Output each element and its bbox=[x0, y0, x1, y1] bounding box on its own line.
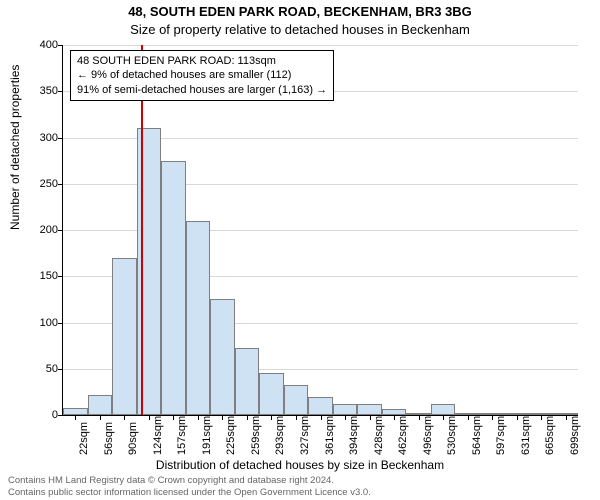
ytick-label: 100 bbox=[28, 317, 58, 329]
xtick-mark bbox=[124, 415, 125, 420]
xtick-label: 327sqm bbox=[299, 416, 311, 455]
annotation-line: 48 SOUTH EDEN PARK ROAD: 113sqm bbox=[77, 54, 327, 68]
annotation-line: 91% of semi-detached houses are larger (… bbox=[77, 83, 327, 97]
xtick-label: 56sqm bbox=[103, 422, 115, 455]
histogram-bar bbox=[308, 397, 333, 416]
histogram-bar bbox=[357, 404, 382, 415]
xtick-mark bbox=[419, 415, 420, 420]
histogram-bar bbox=[259, 373, 284, 415]
xtick-mark bbox=[468, 415, 469, 420]
histogram-bar bbox=[431, 404, 456, 415]
xtick-label: 22sqm bbox=[78, 422, 90, 455]
footer-line2: Contains public sector information licen… bbox=[8, 487, 371, 498]
xtick-mark bbox=[75, 415, 76, 420]
ytick-mark bbox=[58, 323, 63, 324]
ytick-mark bbox=[58, 230, 63, 231]
xtick-mark bbox=[247, 415, 248, 420]
ytick-mark bbox=[58, 276, 63, 277]
ytick-mark bbox=[58, 415, 63, 416]
xtick-label: 699sqm bbox=[569, 416, 581, 455]
ytick-label: 200 bbox=[28, 224, 58, 236]
chart-title-main: 48, SOUTH EDEN PARK ROAD, BECKENHAM, BR3… bbox=[0, 4, 600, 19]
xtick-label: 631sqm bbox=[520, 416, 532, 455]
xtick-mark bbox=[149, 415, 150, 420]
xtick-label: 259sqm bbox=[250, 416, 262, 455]
xtick-mark bbox=[296, 415, 297, 420]
xtick-mark bbox=[100, 415, 101, 420]
xtick-label: 428sqm bbox=[373, 416, 385, 455]
xtick-label: 564sqm bbox=[471, 416, 483, 455]
xtick-mark bbox=[492, 415, 493, 420]
xtick-mark bbox=[222, 415, 223, 420]
ytick-mark bbox=[58, 184, 63, 185]
ytick-mark bbox=[58, 138, 63, 139]
ytick-label: 400 bbox=[28, 39, 58, 51]
xtick-mark bbox=[345, 415, 346, 420]
ytick-label: 350 bbox=[28, 85, 58, 97]
xtick-label: 665sqm bbox=[544, 416, 556, 455]
ytick-label: 0 bbox=[28, 409, 58, 421]
xtick-mark bbox=[198, 415, 199, 420]
xtick-mark bbox=[394, 415, 395, 420]
chart-title-sub: Size of property relative to detached ho… bbox=[0, 22, 600, 37]
xtick-mark bbox=[517, 415, 518, 420]
footer-attribution: Contains HM Land Registry data © Crown c… bbox=[8, 475, 371, 498]
xtick-mark bbox=[541, 415, 542, 420]
xtick-label: 462sqm bbox=[397, 416, 409, 455]
xtick-mark bbox=[566, 415, 567, 420]
histogram-bar bbox=[63, 408, 88, 415]
histogram-bar bbox=[161, 161, 186, 415]
xtick-label: 597sqm bbox=[495, 416, 507, 455]
xtick-label: 225sqm bbox=[225, 416, 237, 455]
ytick-mark bbox=[58, 369, 63, 370]
chart-container: 48, SOUTH EDEN PARK ROAD, BECKENHAM, BR3… bbox=[0, 0, 600, 500]
histogram-bar bbox=[284, 385, 309, 415]
histogram-bar bbox=[88, 395, 113, 415]
xtick-label: 361sqm bbox=[324, 416, 336, 455]
histogram-bar bbox=[112, 258, 137, 415]
footer-line1: Contains HM Land Registry data © Crown c… bbox=[8, 475, 371, 486]
xtick-label: 191sqm bbox=[201, 416, 213, 455]
ytick-mark bbox=[58, 45, 63, 46]
ytick-label: 250 bbox=[28, 178, 58, 190]
xtick-label: 496sqm bbox=[422, 416, 434, 455]
histogram-bar bbox=[186, 221, 211, 415]
ytick-label: 150 bbox=[28, 270, 58, 282]
xtick-label: 530sqm bbox=[446, 416, 458, 455]
xtick-mark bbox=[321, 415, 322, 420]
xtick-label: 157sqm bbox=[176, 416, 188, 455]
xtick-label: 394sqm bbox=[348, 416, 360, 455]
xtick-mark bbox=[370, 415, 371, 420]
xtick-mark bbox=[271, 415, 272, 420]
ytick-label: 50 bbox=[28, 363, 58, 375]
y-axis-label: Number of detached properties bbox=[8, 65, 22, 230]
xtick-label: 293sqm bbox=[274, 416, 286, 455]
xtick-label: 124sqm bbox=[152, 416, 164, 455]
histogram-bar bbox=[235, 348, 260, 415]
xtick-mark bbox=[173, 415, 174, 420]
xtick-mark bbox=[443, 415, 444, 420]
histogram-bar bbox=[333, 404, 358, 415]
xtick-label: 90sqm bbox=[127, 422, 139, 455]
annotation-box: 48 SOUTH EDEN PARK ROAD: 113sqm← 9% of d… bbox=[70, 50, 334, 101]
histogram-bar bbox=[210, 299, 235, 415]
annotation-line: ← 9% of detached houses are smaller (112… bbox=[77, 68, 327, 82]
x-axis-label: Distribution of detached houses by size … bbox=[0, 458, 600, 472]
ytick-label: 300 bbox=[28, 132, 58, 144]
ytick-mark bbox=[58, 91, 63, 92]
